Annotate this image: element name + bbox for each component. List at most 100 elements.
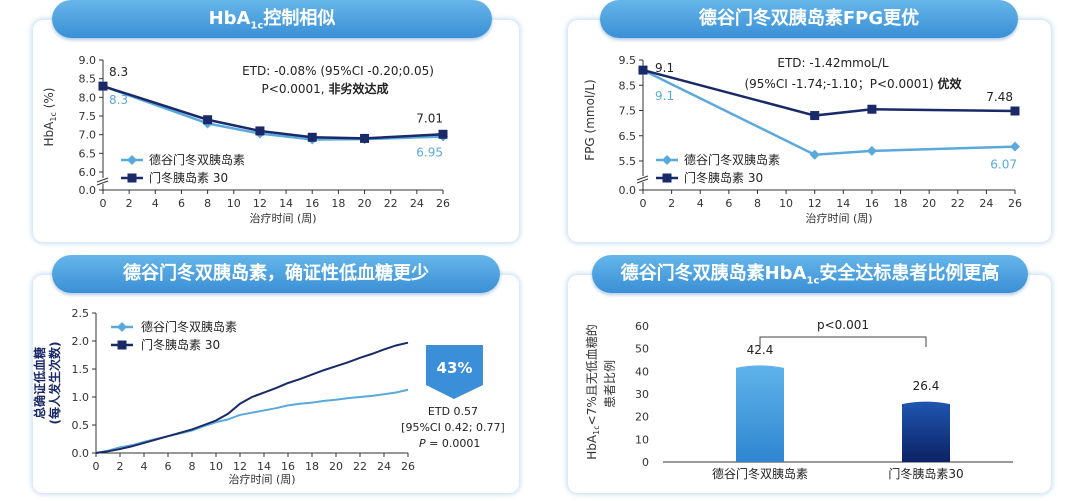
- x-tick-label: 4: [697, 197, 704, 210]
- x-tick-label: 14: [279, 197, 293, 210]
- panel-target: [568, 275, 1051, 493]
- data-point-dark: [98, 81, 108, 91]
- x-tick-label: 18: [331, 197, 345, 210]
- data-point-dark: [203, 115, 213, 125]
- y-tick-label: 0.5: [72, 419, 90, 432]
- bar-1: [736, 365, 784, 462]
- y-tick-label: 50: [635, 343, 649, 356]
- legend-marker-dark: [117, 340, 127, 350]
- axis-break-mark: [96, 180, 109, 186]
- panel-target-title: 德谷门冬双胰岛素HbA1c安全达标患者比例更高: [592, 255, 1028, 293]
- x-tick-label: 26: [1008, 197, 1022, 210]
- axis-break-mark: [636, 175, 649, 181]
- data-label-start-light: 8.3: [109, 93, 128, 107]
- x-tick-label: 12: [253, 197, 267, 210]
- legend-label-light: 德谷门冬双胰岛素: [684, 152, 780, 167]
- x-tick-label: 16: [865, 197, 879, 210]
- panel-fpg-title: 德谷门冬双胰岛素FPG更优: [600, 0, 1018, 38]
- y-tick-label: 0.0: [79, 184, 97, 197]
- x-tick-label: 18: [894, 197, 908, 210]
- y-tick-label: 30: [635, 388, 649, 401]
- x-tick-label: 24: [410, 197, 424, 210]
- x-tick-label: 26: [436, 197, 450, 210]
- data-label-start-dark: 9.1: [655, 61, 674, 75]
- x-tick-label: 20: [922, 197, 936, 210]
- x-tick-label: 16: [305, 197, 319, 210]
- x-tick-label: 16: [281, 460, 295, 473]
- category-label: 门冬胰岛素30: [888, 466, 963, 481]
- y-tick-label: 0.0: [619, 184, 637, 197]
- data-point-dark: [360, 133, 370, 143]
- target-chart: 0 10 20 30 40 50 60 HbA1c<7%且无低血糖的 患者比例 42.4 德谷门冬双…: [584, 318, 1013, 481]
- data-point-dark: [867, 104, 877, 114]
- data-label-end-light: 6.95: [416, 146, 443, 160]
- y-tick-label: 7.5: [79, 110, 97, 123]
- y-tick-label: 6.0: [79, 166, 97, 179]
- x-tick-label: 8: [754, 197, 761, 210]
- data-point-light: [809, 149, 820, 160]
- x-tick-label: 18: [305, 460, 319, 473]
- x-tick-label: 4: [141, 460, 148, 473]
- legend-marker-dark: [662, 173, 672, 183]
- data-label-start-light: 9.1: [655, 89, 674, 103]
- x-tick-label: 6: [178, 197, 185, 210]
- axis-break-gap: [97, 178, 109, 184]
- legend-label-light: 德谷门冬双胰岛素: [149, 152, 245, 167]
- legend-label-light: 德谷门冬双胰岛素: [141, 319, 237, 334]
- x-tick-label: 0: [93, 460, 100, 473]
- y-tick-label: 7.5: [619, 105, 637, 118]
- etd-pvalue: P = 0.0001: [419, 437, 480, 450]
- data-point-dark: [1010, 106, 1020, 116]
- x-tick-label: 22: [951, 197, 965, 210]
- x-tick-label: 2: [126, 197, 133, 210]
- y-tick-label: 6.5: [619, 130, 637, 143]
- x-axis-label: 治疗时间 (周): [805, 211, 872, 225]
- x-tick-label: 20: [329, 460, 343, 473]
- x-tick-label: 8: [189, 460, 196, 473]
- data-point-dark: [255, 126, 265, 136]
- y-tick-label: 8.5: [619, 79, 637, 92]
- bar-value-label: 42.4: [747, 343, 774, 357]
- y-tick-label: 0: [642, 456, 649, 469]
- x-tick-label: 10: [227, 197, 241, 210]
- etd-ci: [95%CI 0.42; 0.77]: [401, 421, 505, 434]
- x-tick-label: 0: [640, 197, 647, 210]
- x-tick-label: 4: [152, 197, 159, 210]
- annotation-etd: ETD: -1.42mmoL/L: [777, 56, 889, 70]
- y-axis-label: FPG (mmol/L): [583, 79, 597, 160]
- x-tick-label: 14: [257, 460, 271, 473]
- y-tick-label: 10: [635, 433, 649, 446]
- legend-label-dark: 门冬胰岛素 30: [141, 337, 220, 352]
- x-tick-label: 24: [979, 197, 993, 210]
- x-tick-label: 6: [725, 197, 732, 210]
- significance-bracket: [759, 336, 927, 347]
- y-axis-label: HbA1c<7%且无低血糖的: [584, 324, 601, 459]
- x-tick-label: 22: [384, 197, 398, 210]
- axis-break-mark: [636, 178, 649, 184]
- x-tick-label: 20: [358, 197, 372, 210]
- y-tick-label: 20: [635, 411, 649, 424]
- bar-2: [902, 401, 950, 462]
- hypo-chart: 0.00.51.01.52.02.50 2 4 6 8 10 12 14 16 18 20 22 24 2…: [33, 307, 505, 486]
- y-axis-label-line2: 患者比例: [603, 360, 617, 408]
- x-axis-label: 治疗时间 (周): [228, 472, 295, 486]
- y-tick-label: 8.0: [79, 91, 97, 104]
- legend-label-dark: 门冬胰岛素 30: [684, 170, 763, 185]
- etd-value: ETD 0.57: [428, 405, 478, 418]
- data-point-dark: [638, 65, 648, 75]
- y-tick-label: 2.0: [72, 335, 90, 348]
- legend-label-dark: 门冬胰岛素 30: [149, 170, 228, 185]
- x-tick-label: 6: [165, 460, 172, 473]
- data-point-dark: [438, 129, 448, 139]
- x-tick-label: 8: [204, 197, 211, 210]
- x-tick-label: 26: [401, 460, 415, 473]
- data-label-end-dark: 7.01: [416, 111, 443, 125]
- y-tick-label: 1.5: [72, 363, 90, 376]
- y-tick-label: 8.5: [79, 73, 97, 86]
- x-tick-label: 22: [353, 460, 367, 473]
- x-tick-label: 24: [377, 460, 391, 473]
- reduction-badge: [426, 345, 483, 399]
- data-point-light: [1010, 141, 1020, 152]
- axis-break-mark: [96, 177, 109, 183]
- bar-value-label: 26.4: [913, 379, 940, 393]
